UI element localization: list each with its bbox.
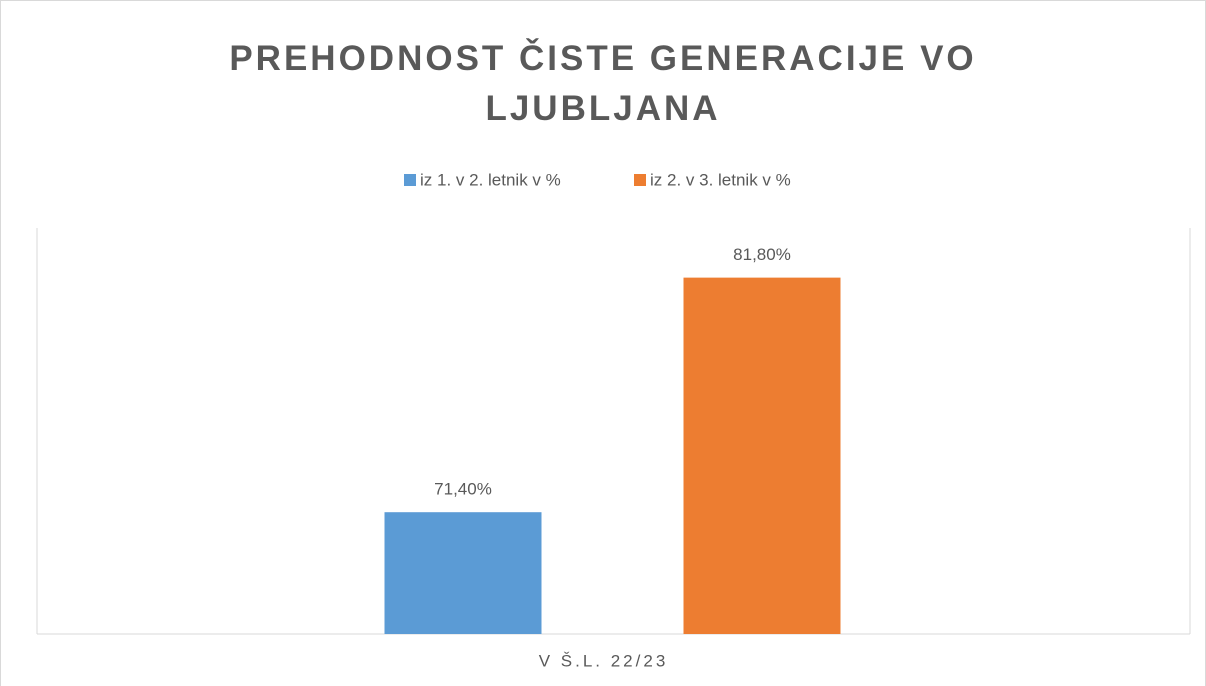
bar bbox=[683, 277, 841, 634]
legend-label: iz 1. v 2. letnik v % bbox=[420, 170, 561, 189]
legend-label: iz 2. v 3. letnik v % bbox=[650, 170, 791, 189]
x-tick-label: V Š.L. 22/23 bbox=[539, 651, 669, 670]
bar bbox=[384, 512, 542, 634]
chart-title: PREHODNOST ČISTE GENERACIJE VO LJUBLJANA bbox=[229, 39, 977, 128]
legend-swatch bbox=[404, 174, 416, 186]
legend-swatch bbox=[634, 174, 646, 186]
data-label: 71,40% bbox=[434, 480, 492, 499]
data-label: 81,80% bbox=[733, 245, 791, 264]
